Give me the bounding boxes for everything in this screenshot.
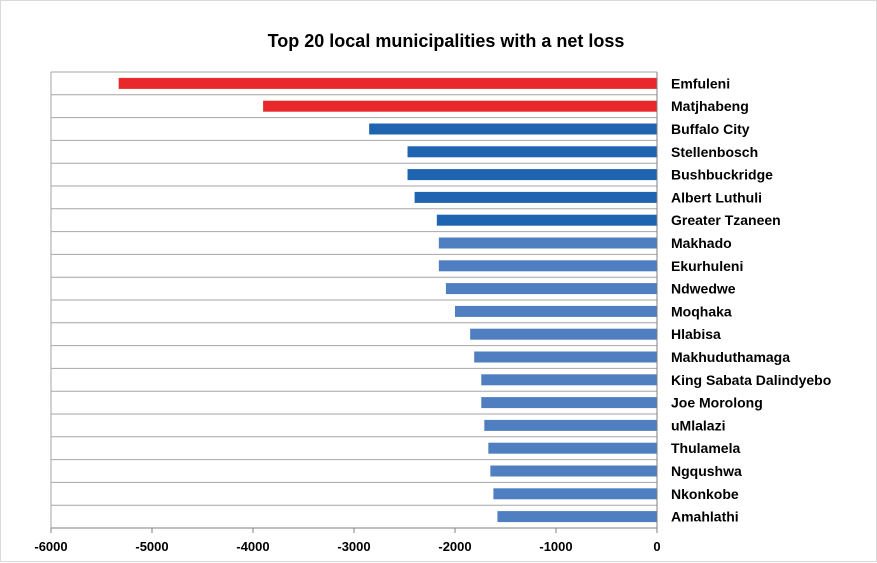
x-tick-label: -5000 [135,539,168,554]
bar [436,214,657,226]
category-label: uMlalazi [671,417,725,433]
x-tick-label: 0 [653,539,660,554]
category-labels: Emfuleni Matjhabeng Buffalo City Stellenbos… [671,75,831,524]
category-label: King Sabata Dalindyebo [671,372,831,388]
category-label: Buffalo City [671,121,750,137]
bar [445,283,657,295]
bar [497,511,657,523]
category-label: Makhado [671,235,732,251]
x-tick-label: -1000 [539,539,572,554]
bar [470,328,657,340]
category-label: Thulamela [671,440,740,456]
category-label: Albert Luthuli [671,189,762,205]
category-label: Bushbuckridge [671,167,773,183]
x-tick-label: -2000 [438,539,471,554]
x-tick-label: -4000 [236,539,269,554]
bar [263,100,657,112]
bar [118,77,658,89]
bar [493,488,657,500]
category-label: Matjhabeng [671,98,749,114]
x-axis: -6000 -5000 -4000 -3000 -2000 -1000 0 [34,72,661,554]
bar [438,260,657,272]
category-label: Ndwedwe [671,281,736,297]
bar [474,351,657,363]
category-label: Nkonkobe [671,486,739,502]
bar [438,237,657,249]
category-label: Greater Tzaneen [671,212,781,228]
category-label: Moqhaka [671,303,732,319]
gridlines [50,71,657,529]
category-label: Amahlathi [671,509,739,525]
bar [481,397,657,409]
bar [490,465,657,477]
bar [455,305,657,317]
bars [118,77,658,523]
bar [481,374,657,386]
category-label: Hlabisa [671,326,721,342]
bar [484,419,657,431]
category-label: Emfuleni [671,75,730,91]
bar [369,123,657,135]
bar [414,191,657,203]
x-tick-label: -6000 [34,539,67,554]
category-label: Makhuduthamaga [671,349,790,365]
category-label: Stellenbosch [671,144,758,160]
chart-title: Top 20 local municipalities with a net l… [268,31,625,51]
bar [488,442,657,454]
category-label: Joe Morolong [671,395,763,411]
bar [407,146,657,158]
category-label: Ekurhuleni [671,258,743,274]
x-tick-label: -3000 [337,539,370,554]
bar [407,169,657,181]
category-label: Ngqushwa [671,463,742,479]
